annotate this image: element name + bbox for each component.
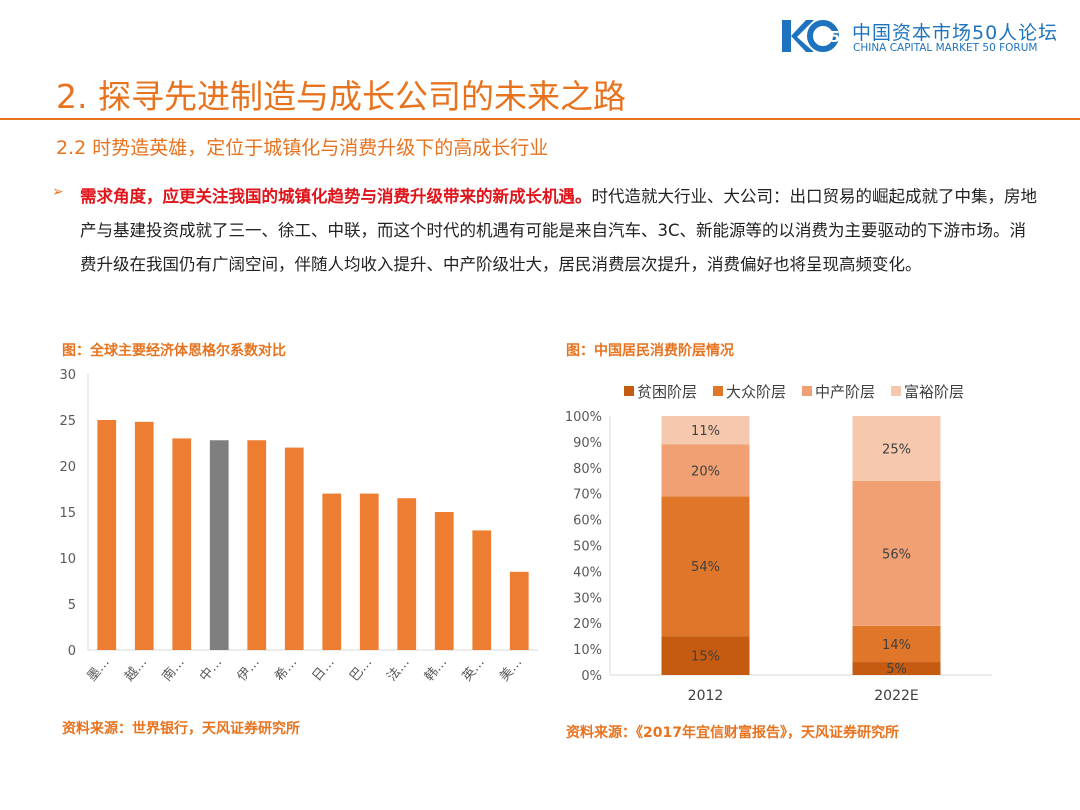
x-tick-label: 中… xyxy=(197,655,225,685)
x-tick-label: 墨… xyxy=(85,655,113,685)
bar xyxy=(134,421,154,650)
legend-label: 中产阶层 xyxy=(815,383,875,401)
bar xyxy=(209,440,229,650)
y-tick-label: 60% xyxy=(573,514,602,529)
legend-label: 贫困阶层 xyxy=(637,383,697,401)
data-label: 11% xyxy=(691,424,720,439)
y-tick-label: 0% xyxy=(581,669,602,684)
bar xyxy=(284,447,304,650)
bar xyxy=(172,438,192,650)
logo-english-name: CHINA CAPITAL MARKET 50 FORUM xyxy=(853,42,1038,54)
y-tick-label: 30 xyxy=(59,368,76,383)
x-tick-label: 伊… xyxy=(235,655,263,685)
stacked-bar-segment xyxy=(661,444,750,497)
logo-chinese-name: 中国资本市场50人论坛 xyxy=(852,22,1059,44)
bullet-emphasis: 需求角度，应更关注我国的城镇化趋势与消费升级带来的新成长机遇。 xyxy=(80,187,592,206)
y-tick-label: 25 xyxy=(59,414,76,429)
x-tick-label: 美… xyxy=(497,655,525,685)
x-tick-label: 2012 xyxy=(688,688,724,704)
y-tick-label: 70% xyxy=(573,488,602,503)
legend-label: 大众阶层 xyxy=(726,383,786,401)
engel-coefficient-chart: 0 5 10 15 20 25 30 墨… 越… 南… 中… 伊… 希… 日… 巴… 法… 韩… 英… 美… xyxy=(59,368,538,685)
y-tick-label: 30% xyxy=(573,591,602,606)
data-label: 14% xyxy=(882,638,911,653)
x-tick-label: 英… xyxy=(460,655,488,685)
y-tick-label: 100% xyxy=(565,410,602,425)
title-divider xyxy=(0,118,1080,120)
data-label: 5% xyxy=(886,662,907,677)
stacked-bar-segment xyxy=(852,662,941,675)
stacked-bar-segment xyxy=(852,416,941,481)
left-chart-source: 资料来源：世界银行，天风证券研究所 xyxy=(62,721,300,737)
y-tick-label: 20% xyxy=(573,617,602,632)
x-tick-label: 2022E xyxy=(874,688,918,704)
stacked-bar-segment xyxy=(661,636,750,675)
legend-label: 富裕阶层 xyxy=(904,383,964,401)
legend-swatch xyxy=(624,386,634,396)
section-subtitle: 2.2 时势造英雄，定位于城镇化与消费升级下的高成长行业 xyxy=(56,137,549,159)
legend-swatch xyxy=(713,386,723,396)
x-tick-label: 巴… xyxy=(347,655,375,685)
y-tick-label: 5 xyxy=(68,598,76,613)
consumer-class-chart: 0% 10% 20% 30% 40% 50% 60% 70% 80% 90% 100% 贫困阶层 大众阶… xyxy=(565,383,992,704)
right-chart-caption: 图：中国居民消费阶层情况 xyxy=(566,343,734,359)
bar xyxy=(359,493,379,650)
left-chart-caption: 图：全球主要经济体恩格尔系数对比 xyxy=(62,343,286,359)
y-tick-label: 10 xyxy=(59,552,76,567)
stacked-bar-segment xyxy=(661,416,750,445)
data-label: 25% xyxy=(882,442,911,457)
bar xyxy=(247,440,267,650)
legend-swatch xyxy=(891,386,901,396)
bullet-body: 时代造就大行业、大公司：出口贸易的崛起成就了中集，房地产与基建投资成就了三一、徐… xyxy=(80,187,1037,274)
logo-mark-text: K50 xyxy=(818,28,840,46)
x-tick-label: 日… xyxy=(310,655,338,685)
data-label: 54% xyxy=(691,560,720,575)
y-tick-label: 50% xyxy=(573,540,602,555)
x-tick-label: 希… xyxy=(272,655,300,685)
bar xyxy=(472,530,492,650)
x-tick-label: 法… xyxy=(385,655,413,685)
y-tick-label: 15 xyxy=(59,506,76,521)
y-tick-label: 90% xyxy=(573,436,602,451)
x-tick-label: 韩… xyxy=(422,655,450,685)
data-label: 20% xyxy=(691,464,720,479)
y-tick-label: 20 xyxy=(59,460,76,475)
x-tick-label: 越… xyxy=(122,655,150,685)
y-tick-label: 80% xyxy=(573,462,602,477)
y-tick-label: 0 xyxy=(68,644,76,659)
bullet-paragraph: 需求角度，应更关注我国的城镇化趋势与消费升级带来的新成长机遇。时代造就大行业、大… xyxy=(80,180,1040,282)
k50-logo-icon: K50 xyxy=(782,20,840,52)
slide-title: 2. 探寻先进制造与成长公司的未来之路 xyxy=(56,77,626,116)
stacked-bar-segment xyxy=(661,496,750,637)
bullet-arrow-icon: ➢ xyxy=(52,184,64,200)
y-tick-label: 40% xyxy=(573,565,602,580)
bar xyxy=(322,493,342,650)
y-tick-label: 10% xyxy=(573,643,602,658)
stacked-bar-segment xyxy=(852,480,941,626)
bar xyxy=(97,420,117,650)
x-tick-label: 南… xyxy=(159,654,188,684)
data-label: 56% xyxy=(882,547,911,562)
bar xyxy=(434,512,454,650)
stacked-bar-segment xyxy=(852,625,941,663)
right-chart-source: 资料来源：《2017年宜信财富报告》，天风证券研究所 xyxy=(566,725,899,741)
bar xyxy=(397,498,417,650)
legend-swatch xyxy=(802,386,812,396)
bar xyxy=(509,571,529,650)
data-label: 15% xyxy=(691,650,720,665)
forum-logo: K50 中国资本市场50人论坛 CHINA CAPITAL MARKET 50 … xyxy=(782,16,1072,58)
